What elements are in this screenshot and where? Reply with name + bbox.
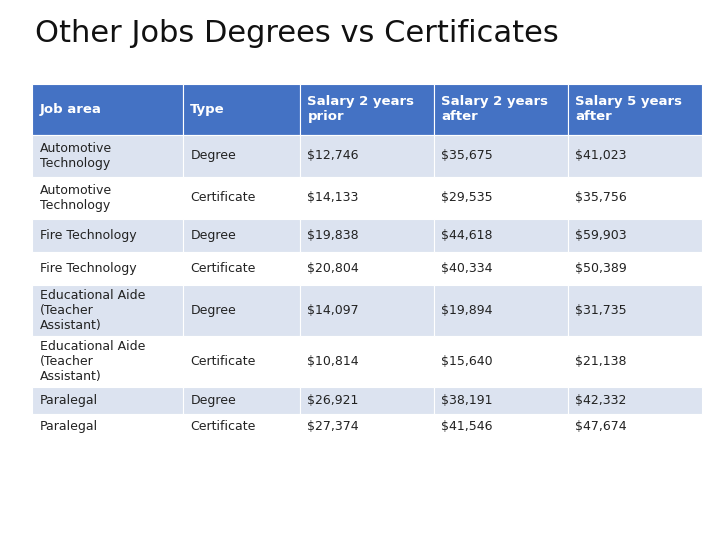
Text: Fire Technology: Fire Technology [40, 229, 136, 242]
Text: Salary 2 years
after: Salary 2 years after [441, 95, 549, 123]
Text: $44,618: $44,618 [441, 229, 493, 242]
Text: Salary 5 years
after: Salary 5 years after [575, 95, 683, 123]
Text: $14,133: $14,133 [307, 191, 359, 204]
Text: Degree: Degree [190, 394, 236, 407]
Text: Certificate: Certificate [190, 262, 256, 275]
Text: $29,535: $29,535 [441, 191, 493, 204]
Text: Automotive
Technology: Automotive Technology [40, 184, 112, 212]
Text: Other Jobs Degrees vs Certificates: Other Jobs Degrees vs Certificates [35, 19, 558, 48]
Text: $10,814: $10,814 [307, 355, 359, 368]
Text: Educational Aide
(Teacher
Assistant): Educational Aide (Teacher Assistant) [40, 289, 145, 332]
Text: Certificate: Certificate [190, 191, 256, 204]
Text: $50,389: $50,389 [575, 262, 627, 275]
Text: $35,756: $35,756 [575, 191, 627, 204]
Text: $31,735: $31,735 [575, 304, 627, 317]
Text: $27,374: $27,374 [307, 420, 359, 434]
Text: Degree: Degree [190, 304, 236, 317]
Text: Type: Type [190, 103, 225, 116]
Text: $42,332: $42,332 [575, 394, 626, 407]
Text: $38,191: $38,191 [441, 394, 493, 407]
Text: Fire Technology: Fire Technology [40, 262, 136, 275]
Text: $35,675: $35,675 [441, 149, 493, 162]
Text: $40,334: $40,334 [441, 262, 493, 275]
Text: Educational Aide
(Teacher
Assistant): Educational Aide (Teacher Assistant) [40, 340, 145, 383]
Text: $15,640: $15,640 [441, 355, 493, 368]
Text: Certificate: Certificate [190, 355, 256, 368]
Text: $19,838: $19,838 [307, 229, 359, 242]
Text: Salary 2 years
prior: Salary 2 years prior [307, 95, 415, 123]
Text: $21,138: $21,138 [575, 355, 627, 368]
Text: $26,921: $26,921 [307, 394, 359, 407]
Text: $59,903: $59,903 [575, 229, 627, 242]
Text: $20,804: $20,804 [307, 262, 359, 275]
Text: Paralegal: Paralegal [40, 394, 98, 407]
Text: Paralegal: Paralegal [40, 420, 98, 434]
Text: Automotive
Technology: Automotive Technology [40, 141, 112, 170]
Text: $19,894: $19,894 [441, 304, 493, 317]
Text: $41,546: $41,546 [441, 420, 493, 434]
Text: $47,674: $47,674 [575, 420, 627, 434]
Text: $12,746: $12,746 [307, 149, 359, 162]
Text: $41,023: $41,023 [575, 149, 627, 162]
Text: Degree: Degree [190, 229, 236, 242]
Text: Certificate: Certificate [190, 420, 256, 434]
Text: $14,097: $14,097 [307, 304, 359, 317]
Text: Degree: Degree [190, 149, 236, 162]
Text: Job area: Job area [40, 103, 102, 116]
